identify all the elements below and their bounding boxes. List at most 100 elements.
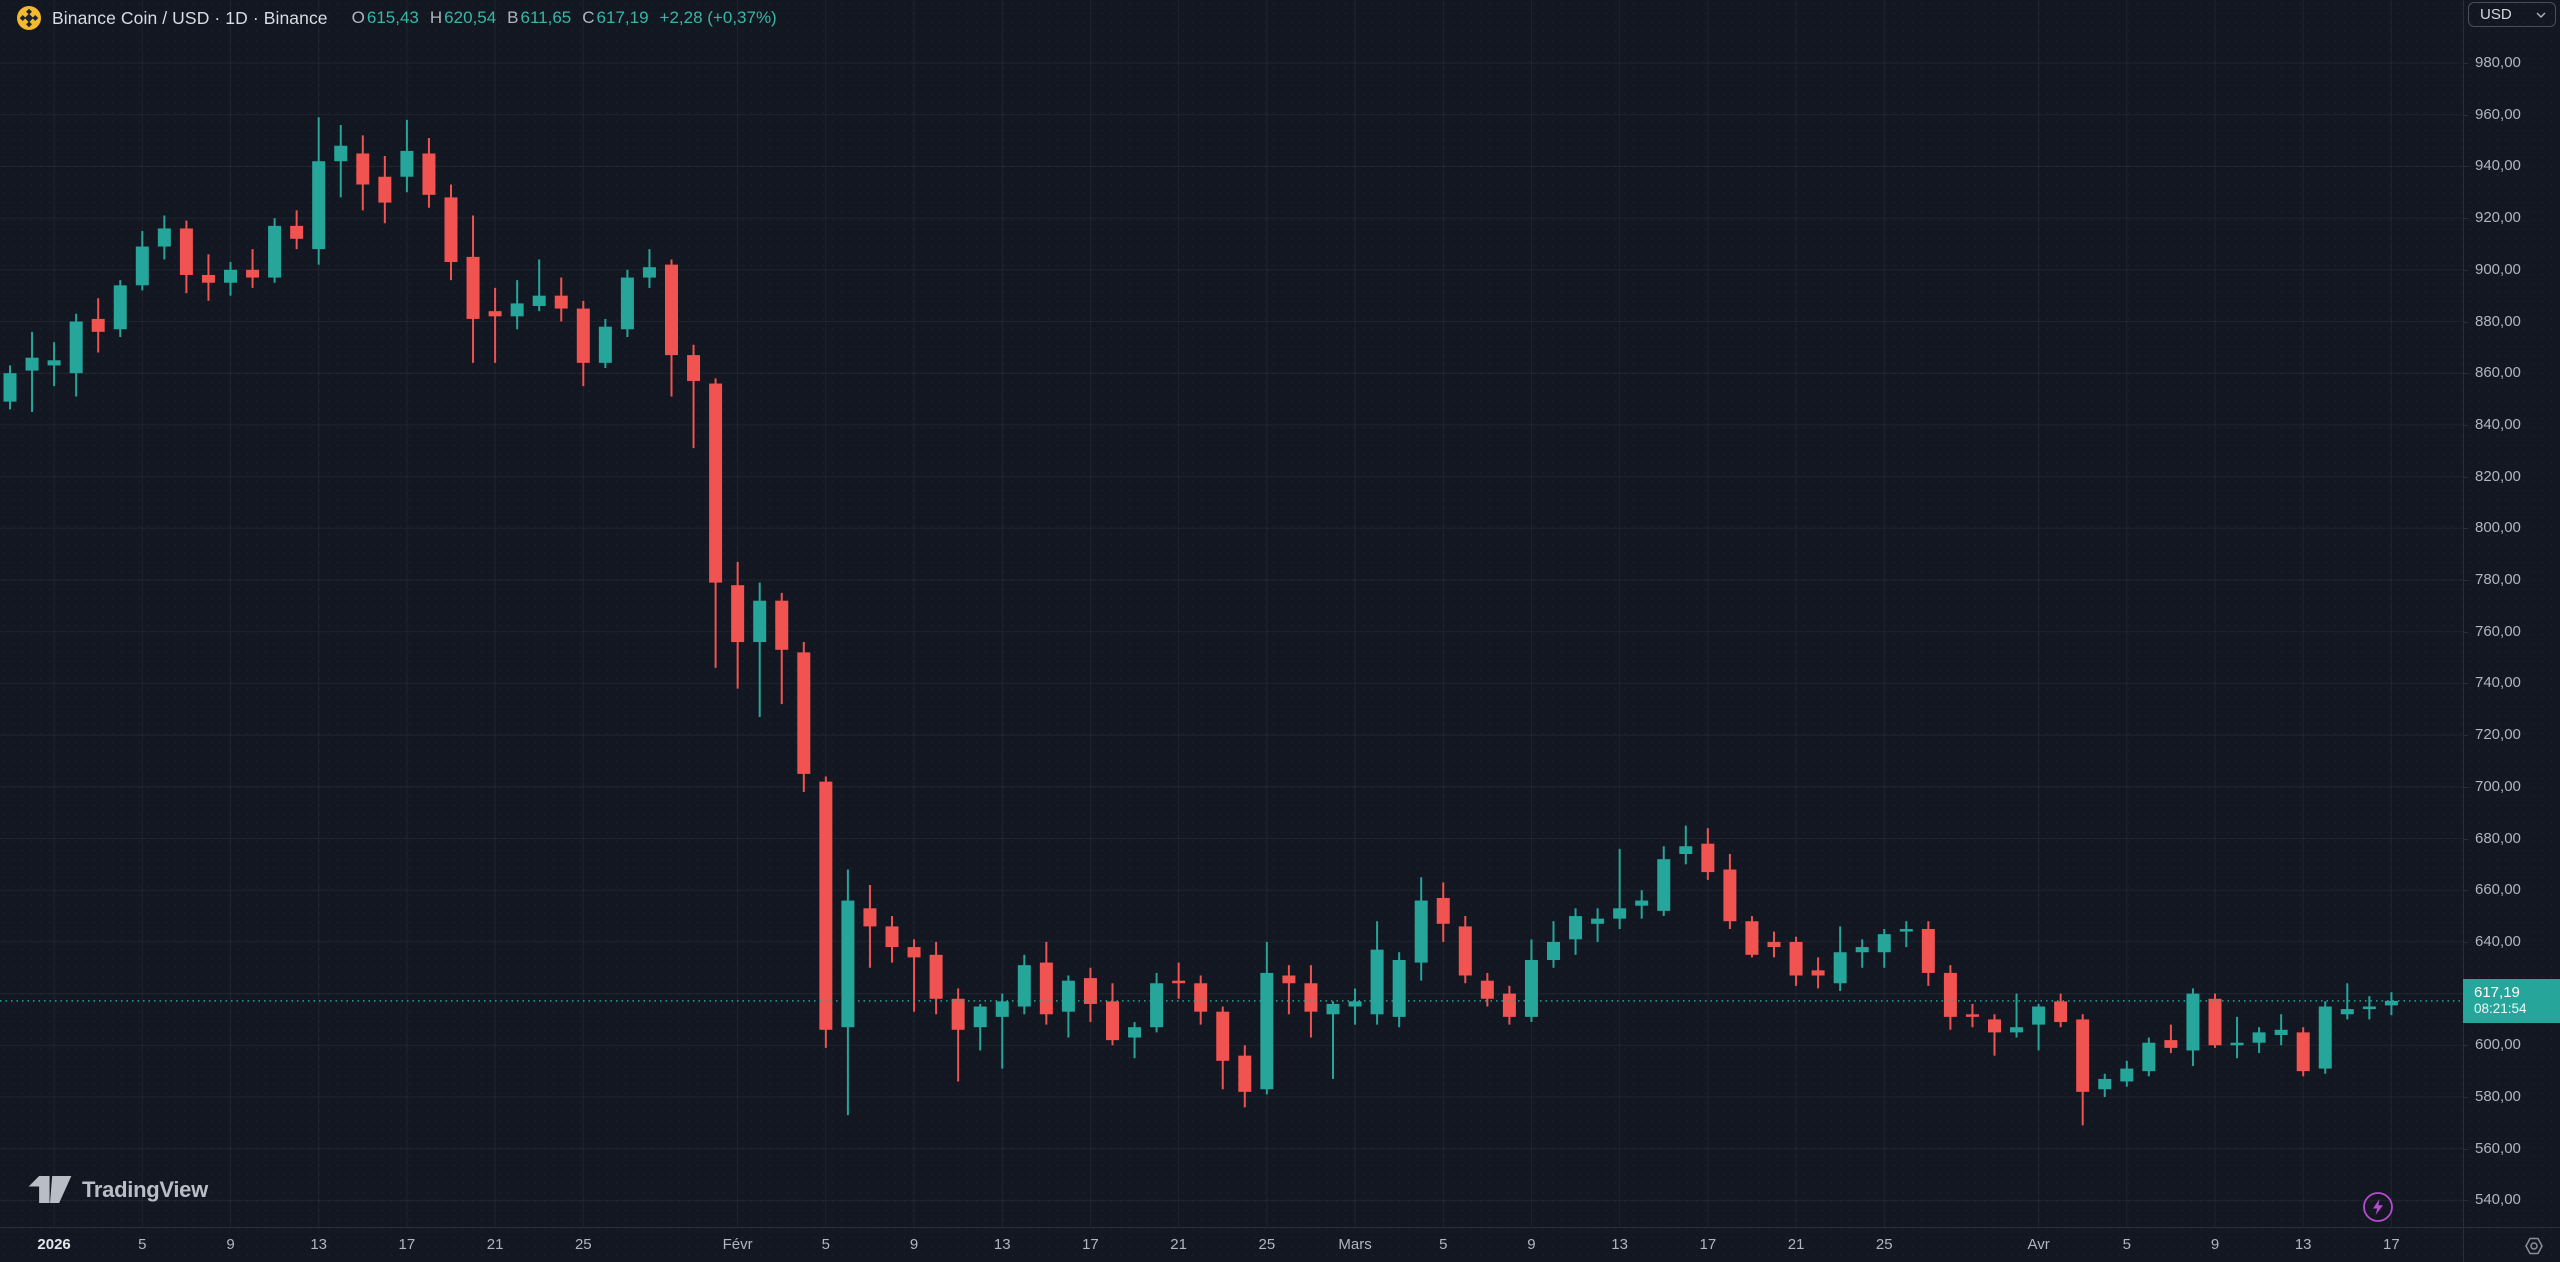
time-tick-label: 5 (821, 1236, 831, 1253)
candle-2026-02-11 (951, 998, 965, 1030)
ohlc-readout: O 615,43 H 620,54 B 611,65 C 617,19 +2,28 (+… (352, 8, 777, 28)
candle-2026-04-08 (2186, 993, 2200, 1051)
time-axis-settings-button[interactable] (2518, 1230, 2550, 1262)
current-price-value: 617,19 (2474, 984, 2520, 1002)
candle-2026-01-21 (488, 311, 502, 317)
close-value: 617,19 (596, 8, 649, 27)
gear-hexagon-icon (2525, 1237, 2543, 1255)
candle-2026-02-12 (973, 1006, 987, 1028)
candle-2026-01-20 (466, 256, 480, 319)
candle-2026-01-24 (554, 295, 568, 309)
time-tick-label: 25 (1258, 1236, 1276, 1253)
price-tick-label: 660,00 (2475, 881, 2521, 899)
candle-2026-01-10 (246, 269, 260, 278)
candle-2026-02-17 (1083, 978, 1097, 1004)
candle-2026-02-01 (731, 585, 745, 643)
time-axis[interactable]: 2026 5 9 13 17 21 25 Févr 5 9 13 17 21 25 Mars 5 9 13 17 21… (0, 1227, 2560, 1262)
candle-2026-01-04 (113, 285, 127, 330)
candle-2026-04-10 (2230, 1042, 2244, 1046)
candle-2026-03-10 (1547, 941, 1560, 960)
time-tick-label: 21 (486, 1236, 504, 1253)
candle-2026-04-02 (2054, 1001, 2068, 1023)
candle-2026-02-13 (995, 1001, 1009, 1017)
candle-2026-04-14 (2318, 1006, 2332, 1069)
candle-2026-03-24 (1855, 947, 1869, 953)
candle-2026-02-22 (1194, 983, 1208, 1012)
axis-corner-divider (2463, 1228, 2464, 1262)
price-tick-label: 960,00 (2475, 105, 2521, 123)
time-tick-label: Févr (722, 1236, 753, 1253)
open-value: 615,43 (366, 8, 419, 27)
time-tick-label: 9 (909, 1236, 919, 1253)
candle-2026-01-28 (642, 267, 656, 278)
low-label: B (507, 8, 519, 27)
time-tick-label: 13 (2294, 1236, 2312, 1253)
price-tick-mark (2464, 63, 2468, 64)
candle-2026-03-15 (1657, 859, 1671, 911)
tradingview-logo[interactable]: TradingView (28, 1176, 208, 1203)
time-tick-label: 17 (1699, 1236, 1717, 1253)
price-tick-label: 940,00 (2475, 157, 2521, 175)
candle-2026-02-24 (1238, 1055, 1252, 1092)
candle-2026-01-02 (69, 321, 83, 374)
candle-2026-01-14 (334, 145, 348, 162)
candle-2026-01-12 (290, 225, 304, 239)
candle-2026-02-26 (1282, 975, 1296, 984)
price-tick-label: 840,00 (2475, 415, 2521, 433)
candle-2026-01-15 (356, 153, 370, 185)
candle-2026-02-16 (1061, 980, 1075, 1012)
price-tick-label: 700,00 (2475, 777, 2521, 795)
time-tick-label: Avr (2027, 1236, 2050, 1253)
candle-2026-03-22 (1811, 970, 1825, 976)
price-tick-label: 540,00 (2475, 1191, 2521, 1209)
candle-2026-01-17 (400, 150, 414, 177)
candle-2026-03-18 (1723, 869, 1737, 922)
price-tick-label: 580,00 (2475, 1088, 2521, 1105)
time-tick-label: 9 (2210, 1236, 2220, 1253)
time-tick-label: 25 (574, 1236, 592, 1253)
candle-2026-03-01 (1348, 1001, 1362, 1007)
candle-2026-03-03 (1392, 959, 1406, 1017)
candle-2026-01-07 (179, 228, 193, 275)
candle-2026-04-04 (2098, 1078, 2112, 1090)
candle-2026-02-07 (863, 908, 877, 927)
candle-2026-03-21 (1789, 941, 1803, 976)
candle-2026-01-18 (422, 153, 436, 195)
price-tick-mark (2464, 269, 2468, 271)
candle-2026-03-19 (1745, 921, 1759, 955)
candle-2026-03-16 (1679, 846, 1693, 855)
candle-2026-03-26 (1899, 928, 1913, 932)
candle-2026-01-22 (510, 303, 524, 317)
lightning-boost-button[interactable] (2362, 1191, 2394, 1223)
candle-2026-04-12 (2274, 1029, 2288, 1035)
candle-2026-01-27 (620, 277, 634, 330)
candle-2026-03-28 (1943, 972, 1957, 1017)
symbol-legend[interactable]: Binance Coin / USD · 1D · Binance O 615,4… (16, 5, 777, 31)
candle-2026-02-10 (929, 954, 943, 999)
candle-2026-03-31 (2010, 1027, 2024, 1033)
time-tick-label: 13 (310, 1236, 328, 1253)
time-tick-label: 17 (2383, 1236, 2400, 1253)
candle-2026-02-06 (841, 900, 855, 1028)
candle-2026-02-25 (1260, 972, 1274, 1090)
time-tick-label: 9 (1527, 1236, 1536, 1253)
candle-2026-01-08 (201, 274, 215, 283)
price-tick-mark (2464, 218, 2468, 220)
price-tick-label: 760,00 (2475, 622, 2521, 640)
chevron-down-icon (2536, 12, 2546, 18)
candle-2026-04-17 (2384, 1000, 2398, 1006)
price-tick-mark (2464, 1097, 2468, 1098)
candle-2026-03-17 (1701, 843, 1715, 873)
time-tick-label: 21 (1787, 1236, 1805, 1253)
candle-2026-03-02 (1370, 949, 1384, 1015)
price-tick-label: 920,00 (2475, 209, 2521, 227)
time-tick-label: 5 (2122, 1236, 2131, 1253)
tradingview-mark-icon (28, 1176, 72, 1203)
candle-2026-01-11 (268, 225, 282, 278)
currency-selector-button[interactable]: USD (2468, 2, 2556, 27)
price-tick-mark (2464, 1045, 2468, 1047)
candle-2026-03-11 (1569, 916, 1583, 940)
price-axis[interactable]: 980,00 960,00 940,00 920,00 900,00 880,00 860,… (2463, 0, 2560, 1227)
